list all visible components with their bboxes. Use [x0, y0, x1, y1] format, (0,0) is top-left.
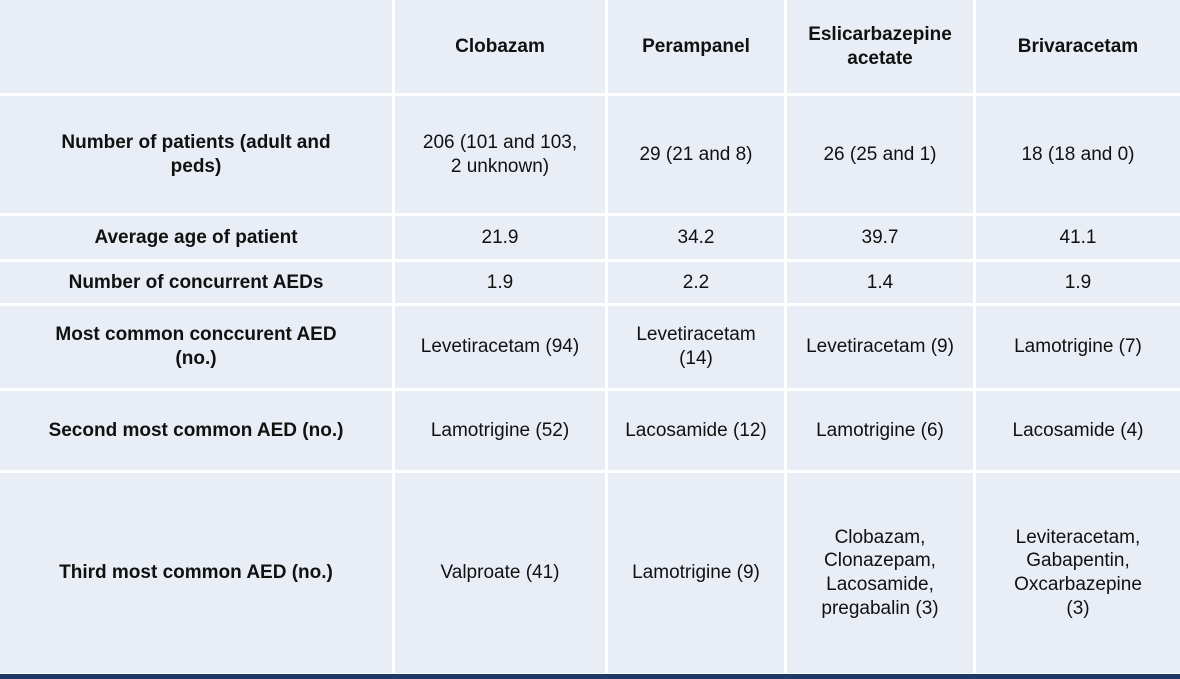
data-cell: Lamotrigine (6): [787, 391, 973, 470]
row-label: Second most common AED (no.): [0, 391, 392, 470]
row-label: Number of concurrent AEDs: [0, 262, 392, 303]
data-cell: Leviteracetam, Gabapentin, Oxcarbazepine…: [976, 473, 1180, 673]
data-cell: 26 (25 and 1): [787, 96, 973, 213]
data-cell: Clobazam, Clonazepam, Lacosamide, pregab…: [787, 473, 973, 673]
data-cell: Levetiracetam (14): [608, 306, 784, 388]
data-cell: 1.9: [395, 262, 605, 303]
data-cell: Levetiracetam (94): [395, 306, 605, 388]
data-cell: Lacosamide (12): [608, 391, 784, 470]
data-cell: Lamotrigine (7): [976, 306, 1180, 388]
slide-bottom-accent-bar: [0, 673, 1180, 679]
data-cell: Lacosamide (4): [976, 391, 1180, 470]
data-cell: Levetiracetam (9): [787, 306, 973, 388]
corner-header-cell: [0, 0, 392, 93]
row-label: Third most common AED (no.): [0, 473, 392, 673]
data-cell: 1.4: [787, 262, 973, 303]
column-header-eslicarbazepine-acetate: Eslicarbazepine acetate: [787, 0, 973, 93]
column-header-clobazam: Clobazam: [395, 0, 605, 93]
data-cell: 1.9: [976, 262, 1180, 303]
data-cell: Valproate (41): [395, 473, 605, 673]
row-label: Average age of patient: [0, 216, 392, 259]
data-cell: 39.7: [787, 216, 973, 259]
row-label: Number of patients (adult and peds): [0, 96, 392, 213]
row-label: Most common conccurent AED (no.): [0, 306, 392, 388]
data-cell: 206 (101 and 103, 2 unknown): [395, 96, 605, 213]
data-cell: 29 (21 and 8): [608, 96, 784, 213]
data-cell: 21.9: [395, 216, 605, 259]
data-cell: Lamotrigine (52): [395, 391, 605, 470]
data-cell: Lamotrigine (9): [608, 473, 784, 673]
data-cell: 41.1: [976, 216, 1180, 259]
column-header-brivaracetam: Brivaracetam: [976, 0, 1180, 93]
data-cell: 18 (18 and 0): [976, 96, 1180, 213]
column-header-perampanel: Perampanel: [608, 0, 784, 93]
data-cell: 34.2: [608, 216, 784, 259]
data-cell: 2.2: [608, 262, 784, 303]
